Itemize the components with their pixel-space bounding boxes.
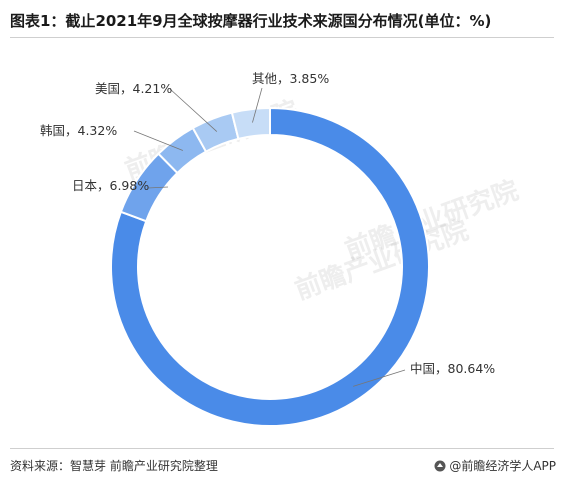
brand-credit: @前瞻经济学人APP: [434, 457, 556, 474]
leader-line-美国: [169, 88, 218, 132]
leader-line-中国: [353, 369, 406, 387]
donut-slice-中国: [110, 106, 430, 427]
leader-line-其他: [252, 87, 263, 123]
chart-title: 图表1：截止2021年9月全球按摩器行业技术来源国分布情况(单位：%): [10, 12, 492, 30]
brand-logo-icon: [434, 460, 446, 471]
leader-line-日本: [147, 186, 169, 189]
brand-label: @前瞻经济学人APP: [449, 459, 556, 473]
data-label-其他: 其他，3.85%: [252, 71, 329, 86]
data-label-中国: 中国，80.64%: [410, 361, 495, 376]
donut-slice-其他: [230, 106, 271, 141]
source-note: 资料来源：智慧芽 前瞻产业研究院整理: [10, 459, 218, 473]
title-divider: [10, 37, 554, 38]
data-label-韩国: 韩国，4.32%: [40, 123, 117, 138]
donut-chart: 中国，80.64% 日本，6.98% 韩国，4.32% 美国，4.21% 其他，3.85…: [40, 71, 495, 427]
data-label-美国: 美国，4.21%: [95, 81, 172, 96]
leader-line-韩国: [133, 130, 184, 151]
data-label-日本: 日本，6.98%: [72, 178, 149, 193]
footer-divider: [10, 448, 554, 449]
